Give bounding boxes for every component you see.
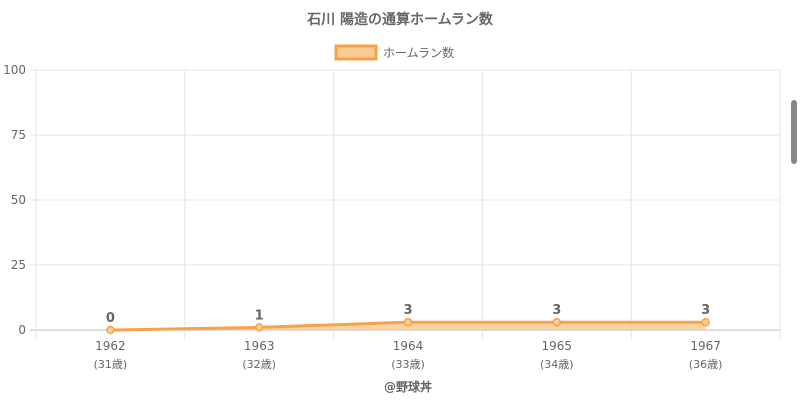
grid <box>30 69 781 340</box>
x-tick-label: 1965 <box>542 339 573 353</box>
x-tick-label: 1963 <box>244 339 275 353</box>
x-tick-label: 1962 <box>95 339 126 353</box>
data-point <box>701 317 710 327</box>
x-axis-title: @野球丼 <box>384 379 432 394</box>
y-tick-label: 50 <box>11 193 26 207</box>
data-point <box>403 317 413 327</box>
x-tick-sublabel: (31歳) <box>94 358 128 371</box>
x-axis: 1962 (31歳) 1963 (32歳) 1964 (33歳) 1965 (34歳) 1967… <box>94 339 723 371</box>
data-labels: 0 1 3 3 3 <box>106 303 710 326</box>
legend-label: ホームラン数 <box>383 45 454 60</box>
legend-swatch <box>334 44 378 61</box>
x-tick-label: 1964 <box>393 339 424 353</box>
data-label: 3 <box>552 303 561 318</box>
series-area <box>106 317 710 335</box>
y-tick-label: 25 <box>11 258 26 272</box>
x-tick-sublabel: (36歳) <box>689 358 723 371</box>
x-tick-sublabel: (32歳) <box>242 358 276 371</box>
legend[interactable]: ホームラン数 <box>334 44 454 61</box>
y-axis: 0 25 50 75 100 <box>3 63 26 337</box>
data-label: 3 <box>403 303 412 318</box>
data-label: 1 <box>255 308 264 323</box>
x-tick-sublabel: (34歳) <box>540 358 574 371</box>
data-label: 0 <box>106 311 115 326</box>
y-tick-label: 100 <box>3 63 26 77</box>
data-point <box>552 317 562 327</box>
x-tick-label: 1967 <box>690 339 721 353</box>
chart-title: 石川 陽造の通算ホームラン数 <box>306 11 494 28</box>
x-tick-sublabel: (33歳) <box>391 358 425 371</box>
y-tick-label: 0 <box>18 323 26 337</box>
data-label: 3 <box>701 303 710 318</box>
data-point <box>106 325 115 335</box>
scrollbar[interactable] <box>791 100 797 164</box>
y-tick-label: 75 <box>11 128 26 142</box>
data-point <box>254 323 264 332</box>
